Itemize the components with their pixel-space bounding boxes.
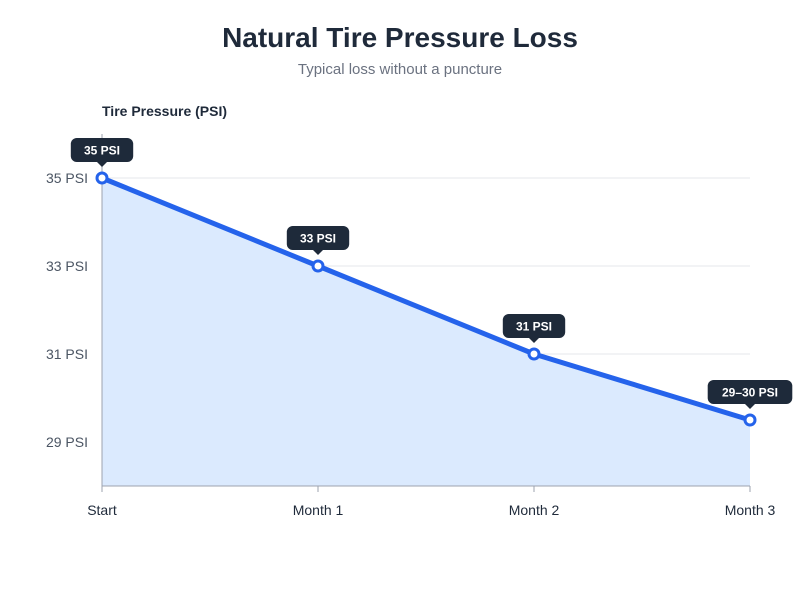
- area-fill: [102, 178, 750, 486]
- data-label-callout: 31 PSI: [502, 314, 566, 343]
- data-label: 31 PSI: [516, 320, 552, 334]
- data-point: [95, 171, 109, 185]
- data-label-callout: 33 PSI: [286, 226, 350, 255]
- callout-box: [502, 314, 566, 338]
- data-point: [527, 347, 541, 361]
- y-axis-label: Tire Pressure (PSI): [102, 103, 228, 119]
- x-tick-label: Start: [87, 502, 117, 518]
- chart-subtitle: Typical loss without a puncture: [297, 61, 503, 78]
- callout-pointer: [97, 162, 107, 167]
- data-label-callouts: 35 PSI 33 PSI 31 PSI 29–30 PSI: [70, 138, 793, 409]
- callout-box: [707, 380, 793, 404]
- y-tick-label: 31 PSI: [46, 346, 88, 362]
- data-label-callout: 29–30 PSI: [707, 380, 793, 409]
- y-tick-label: 29 PSI: [46, 434, 88, 450]
- axes: [101, 134, 751, 492]
- y-tick-labels: 35 PSI 33 PSI 31 PSI 29 PSI: [46, 170, 88, 450]
- series-line: [99, 175, 753, 423]
- y-tick-label: 33 PSI: [46, 258, 88, 274]
- callout-pointer: [313, 250, 323, 255]
- data-label: 33 PSI: [300, 232, 336, 246]
- x-tick-labels: Start Month 1 Month 2 Month 3: [87, 502, 775, 518]
- callout-pointer: [745, 404, 755, 409]
- data-label: 29–30 PSI: [722, 386, 778, 400]
- x-tick-label: Month 2: [509, 502, 560, 518]
- chart-title: Natural Tire Pressure Loss: [222, 22, 578, 53]
- callout-pointer: [529, 338, 539, 343]
- x-tick-label: Month 1: [293, 502, 344, 518]
- data-label-callout: 35 PSI: [70, 138, 134, 167]
- data-label: 35 PSI: [84, 144, 120, 158]
- data-point: [743, 413, 757, 427]
- x-tick-label: Month 3: [725, 502, 776, 518]
- callout-box: [70, 138, 134, 162]
- data-point: [311, 259, 325, 273]
- callout-box: [286, 226, 350, 250]
- data-points: [95, 171, 757, 427]
- series-line-layer: [99, 175, 753, 423]
- y-tick-label: 35 PSI: [46, 170, 88, 186]
- area-layer: [102, 178, 750, 486]
